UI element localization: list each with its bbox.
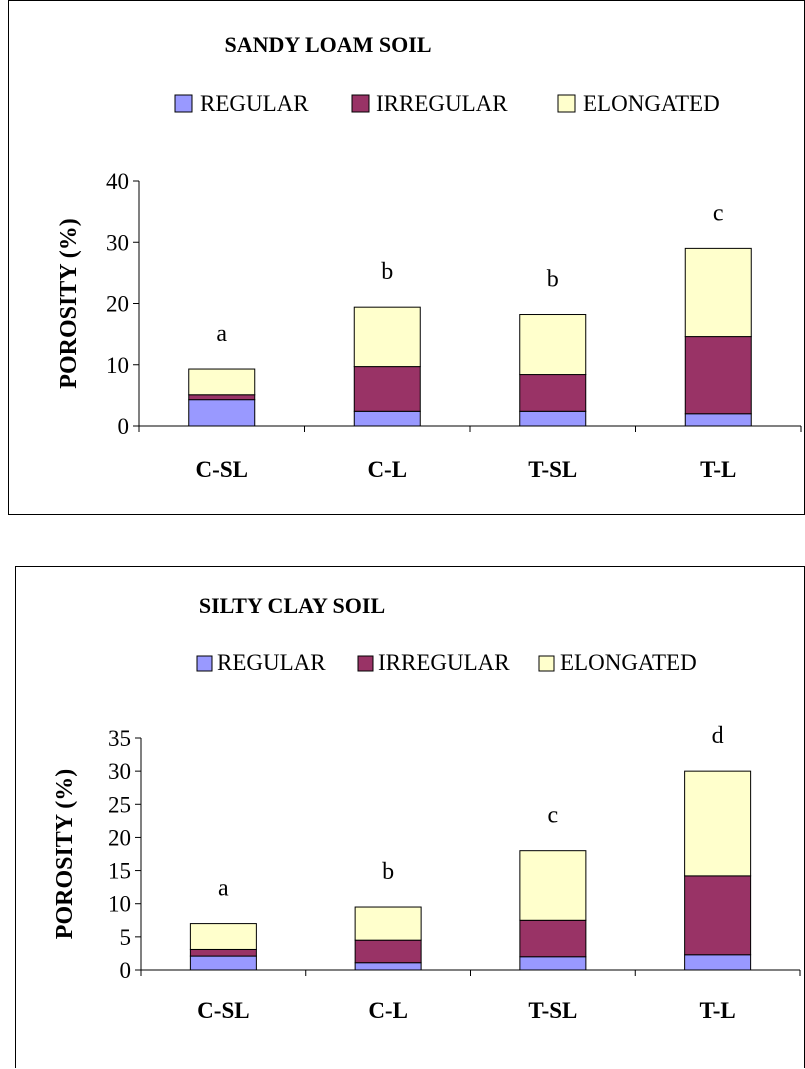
bar-segment-regular-c-sl	[188, 399, 256, 427]
y-tick-label: 0	[118, 414, 130, 439]
chart-title: SILTY CLAY SOIL	[199, 593, 385, 618]
bar-segment-irregular-c-l	[354, 939, 422, 964]
y-tick-label: 10	[106, 353, 129, 378]
bar-segment-regular-t-l	[684, 954, 752, 971]
y-tick-label: 30	[106, 230, 129, 255]
chart-silty-clay: SILTY CLAY SOIL REGULAR IRREGULAR ELONGATED…	[52, 593, 801, 1023]
bar-segment-elongated-c-l	[353, 306, 421, 368]
legend-swatch-regular	[174, 94, 193, 113]
bar-segment-irregular-t-l	[684, 875, 752, 956]
bar-segment-irregular-c-sl	[188, 394, 256, 401]
bar-segment-elongated-c-sl	[189, 923, 257, 950]
bar-segment-regular-t-sl	[519, 410, 587, 427]
significance-label: a	[216, 321, 227, 347]
bar-segment-regular-c-sl	[189, 955, 257, 971]
x-category-label: C-L	[368, 998, 408, 1023]
bar-segment-irregular-t-l	[684, 336, 752, 415]
bar-segment-elongated-t-l	[684, 770, 752, 877]
y-tick-label: 15	[108, 859, 131, 884]
bar-segment-elongated-c-l	[354, 906, 422, 941]
y-tick-label: 25	[108, 792, 131, 817]
legend-label-regular: REGULAR	[217, 650, 326, 675]
bar-segment-elongated-c-sl	[188, 368, 256, 396]
chart-sandy-loam: SANDY LOAM SOIL REGULAR IRREGULAR ELONGATED…	[56, 32, 802, 482]
significance-label: d	[712, 723, 724, 749]
legend-swatch-regular	[196, 655, 213, 672]
y-axis-label: POROSITY (%)	[56, 218, 82, 388]
chart-panel-silty-clay: SILTY CLAY SOIL REGULAR IRREGULAR ELONGATED…	[15, 566, 805, 1068]
y-tick-label: 20	[108, 825, 131, 850]
bar-segment-regular-c-l	[354, 962, 422, 971]
legend-swatch-irregular	[357, 655, 374, 672]
x-category-label: C-SL	[197, 998, 249, 1023]
legend-label-irregular: IRREGULAR	[378, 650, 510, 675]
bar-segment-elongated-t-l	[684, 247, 752, 338]
legend-swatch-elongated	[538, 655, 555, 672]
significance-label: a	[218, 876, 229, 902]
x-category-label: C-SL	[196, 457, 248, 482]
significance-label: c	[548, 803, 559, 829]
bar-segment-irregular-c-l	[353, 366, 421, 412]
y-tick-label: 5	[120, 925, 132, 950]
y-tick-label: 35	[108, 726, 131, 751]
x-category-label: T-L	[700, 457, 736, 482]
chart-panel-sandy-loam: SANDY LOAM SOIL REGULAR IRREGULAR ELONGATED…	[8, 0, 805, 515]
bar-segment-regular-t-l	[684, 413, 752, 427]
legend-label-regular: REGULAR	[200, 91, 309, 116]
y-tick-label: 0	[120, 958, 132, 983]
legend-swatch-elongated	[557, 94, 576, 113]
significance-label: c	[713, 200, 724, 226]
significance-label: b	[382, 859, 394, 885]
y-tick-label: 30	[108, 759, 131, 784]
bar-segment-regular-t-sl	[519, 956, 587, 971]
legend-label-elongated: ELONGATED	[560, 650, 697, 675]
x-category-label: T-SL	[528, 457, 577, 482]
y-tick-label: 20	[106, 292, 129, 317]
y-tick-label: 10	[108, 892, 131, 917]
significance-label: b	[381, 259, 393, 285]
bar-segment-elongated-t-sl	[519, 850, 587, 921]
y-tick-label: 40	[106, 169, 129, 194]
bar-segment-irregular-c-sl	[189, 948, 257, 957]
bar-segment-elongated-t-sl	[519, 314, 587, 376]
y-axis-label: POROSITY (%)	[52, 769, 78, 939]
legend-label-irregular: IRREGULAR	[376, 91, 508, 116]
legend-label-elongated: ELONGATED	[583, 91, 720, 116]
x-category-label: T-L	[700, 998, 736, 1023]
x-category-label: C-L	[367, 457, 407, 482]
chart-title: SANDY LOAM SOIL	[225, 32, 432, 57]
significance-label: b	[547, 267, 559, 293]
bar-segment-regular-c-l	[353, 410, 421, 427]
x-category-label: T-SL	[528, 998, 577, 1023]
legend-swatch-irregular	[351, 94, 370, 113]
bar-segment-irregular-t-sl	[519, 919, 587, 958]
bar-segment-irregular-t-sl	[519, 374, 587, 412]
